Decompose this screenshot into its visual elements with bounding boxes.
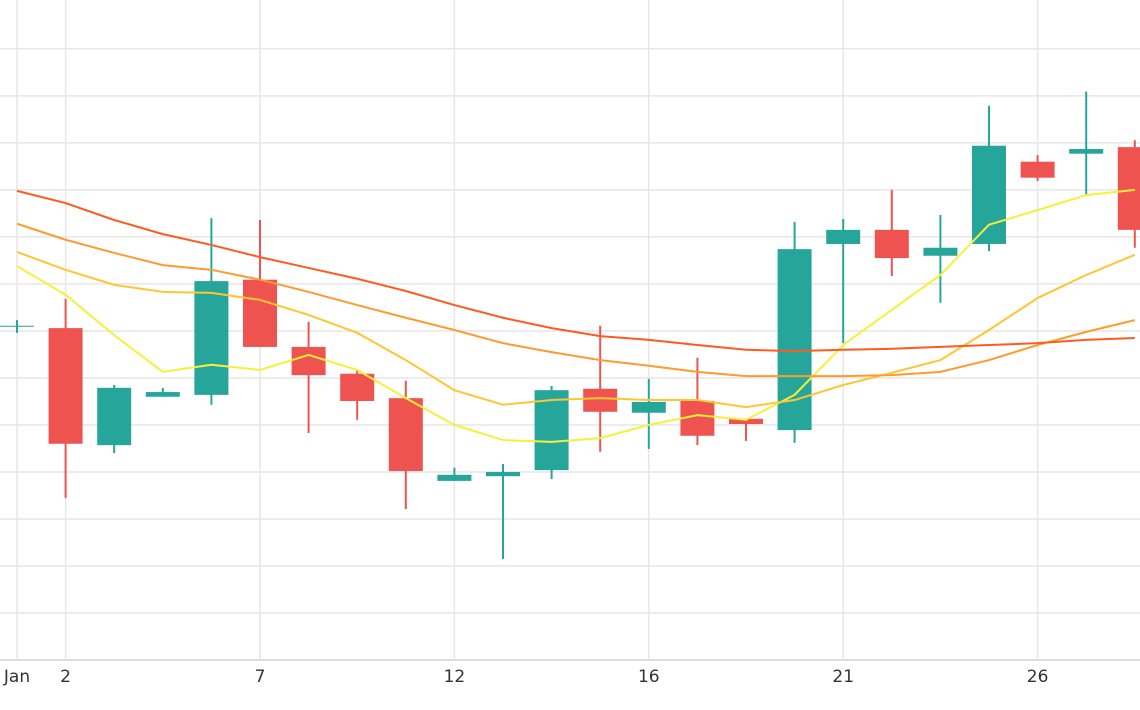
candle-body — [437, 474, 472, 481]
candle-body — [777, 249, 812, 431]
candle-body — [923, 247, 958, 256]
moving-average-line — [16, 222, 1136, 378]
candle-body — [97, 387, 132, 446]
candle-body — [583, 388, 618, 412]
candle-body — [340, 373, 375, 401]
candle-body — [534, 390, 569, 471]
x-tick-label: 12 — [444, 667, 466, 687]
x-tick-label: 26 — [1027, 667, 1049, 687]
candle-body — [194, 281, 229, 395]
candle-body — [1020, 161, 1055, 178]
candle-body — [145, 392, 180, 397]
candle-body — [729, 418, 763, 425]
x-tick-label: 2 — [60, 667, 71, 687]
candle-body — [1117, 147, 1140, 230]
candle-body — [486, 471, 520, 477]
x-tick-label: Jan — [3, 667, 30, 687]
candle-body — [1069, 149, 1104, 154]
moving-average-line — [16, 189, 1135, 353]
candle-body — [0, 325, 34, 327]
x-tick-label: 21 — [832, 667, 854, 687]
moving-average-line — [16, 251, 1136, 409]
candle-body — [48, 328, 83, 444]
candle-body — [243, 279, 277, 347]
candle-body — [874, 229, 909, 259]
x-tick-label: 7 — [255, 667, 266, 687]
moving-average-line — [16, 188, 1135, 443]
candle-body — [826, 229, 861, 244]
candle-body — [972, 145, 1006, 244]
candle-body — [388, 398, 423, 472]
x-tick-label: 16 — [638, 667, 660, 687]
candle-body — [631, 401, 666, 413]
candle-body — [291, 346, 326, 376]
